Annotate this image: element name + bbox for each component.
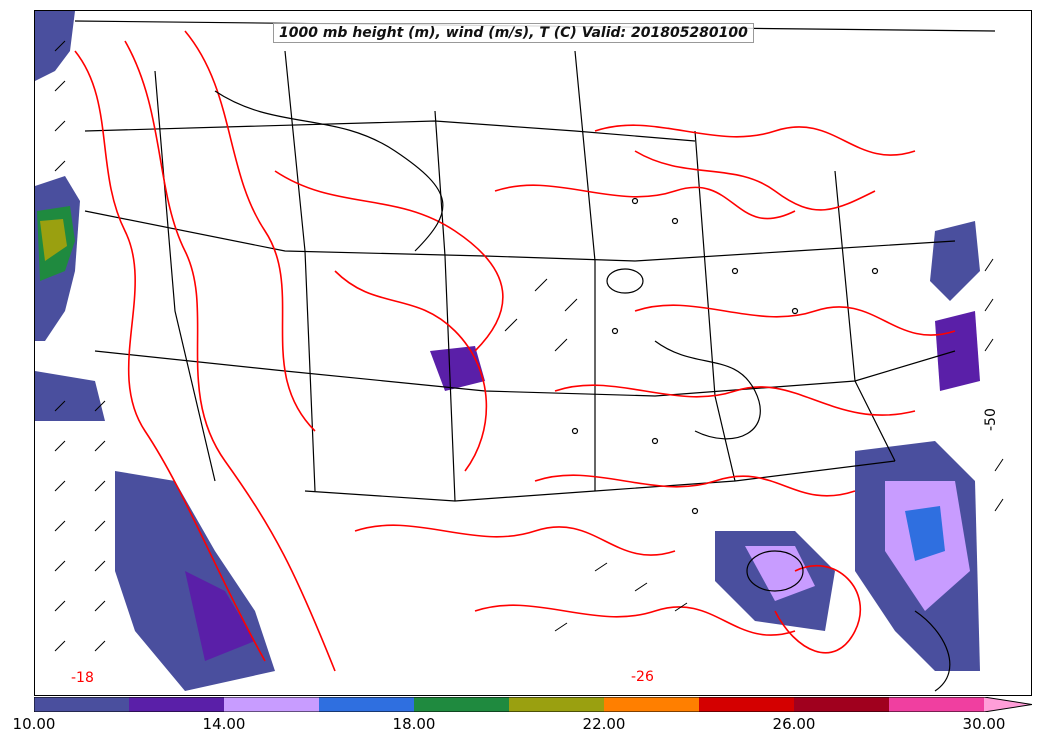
colorbar-extend-arrow — [984, 697, 1032, 712]
temperature-contours — [74, 30, 956, 672]
shading-region-pacific-inner — [40, 219, 67, 261]
colorbar-tick-label: 22.00 — [582, 715, 626, 733]
colorbar-outline — [34, 697, 1032, 712]
map-title: 1000 mb height (m), wind (m/s), T (C) Va… — [273, 23, 754, 43]
colorbar-bin-6 — [604, 697, 699, 712]
weather-map: -18 -26 -50 — [35, 11, 1004, 692]
shading-region-northeast — [930, 221, 980, 301]
colorbar-bin-8 — [794, 697, 889, 712]
political-boundaries — [74, 20, 996, 502]
map-panel: -18 -26 -50 1000 mb height (m), wind (m/… — [34, 10, 1032, 696]
colorbar-bin-2 — [224, 697, 319, 712]
colorbar-bin-5 — [509, 697, 604, 712]
colorbar-bin-4 — [414, 697, 509, 712]
colorbar-tick-label: 30.00 — [962, 715, 1006, 733]
shading-region-baja-inner — [185, 571, 255, 661]
colorbar-tick-label: 10.00 — [12, 715, 56, 733]
calm-wind-markers — [571, 197, 879, 515]
shading-region-atlantic — [935, 311, 980, 391]
shading-region-west-coast — [35, 11, 75, 81]
colorbar-bin-7 — [699, 697, 794, 712]
shading-region-florida-core — [905, 506, 945, 561]
colorbar-bin-3 — [319, 697, 414, 712]
colorbar-tick-label: 14.00 — [202, 715, 246, 733]
colorbar-tick-label: 18.00 — [392, 715, 436, 733]
colorbar-bin-1 — [129, 697, 224, 712]
shading-region-plains — [430, 346, 485, 391]
contour-label-temperature-gulf: -26 — [631, 669, 654, 685]
colorbar — [34, 697, 1032, 712]
wind-barbs — [54, 40, 1004, 652]
colorbar-tick-label: 26.00 — [772, 715, 816, 733]
colorbar-bin-0 — [34, 697, 129, 712]
wind-speed-shading — [35, 11, 980, 691]
contour-label-temperature: -18 — [71, 670, 94, 686]
contour-label-height: -50 — [983, 408, 999, 431]
height-contours — [214, 90, 951, 692]
shading-region-pacific-south — [35, 371, 105, 421]
colorbar-bin-9 — [889, 697, 984, 712]
